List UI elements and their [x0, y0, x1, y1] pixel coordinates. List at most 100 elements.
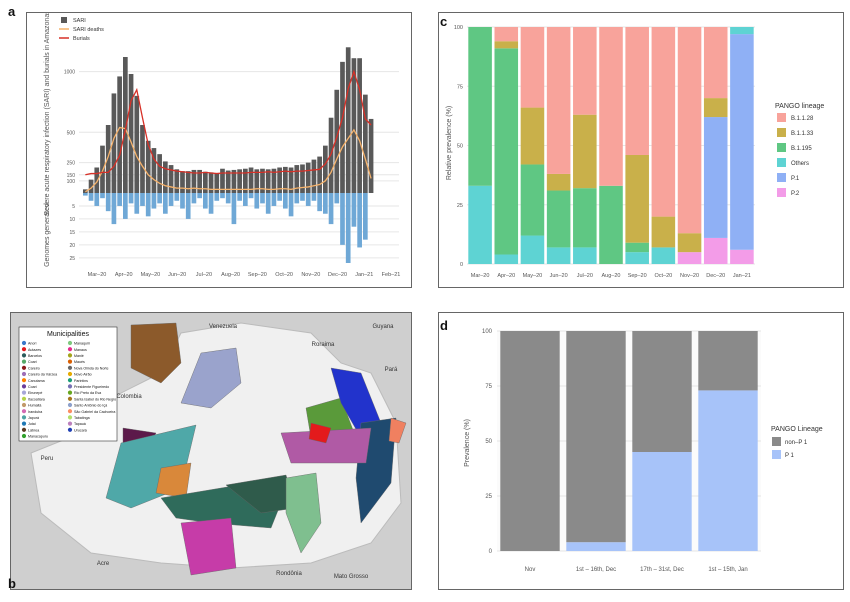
genome-bar — [128, 193, 134, 204]
stack-bar — [520, 107, 545, 165]
sari-bar — [117, 76, 122, 193]
y-tick: 25 — [485, 494, 492, 500]
sari-bar — [317, 156, 322, 193]
legend-label: Coari — [28, 360, 37, 364]
x-tick: Mar–20 — [471, 273, 490, 279]
sari-bar — [140, 125, 145, 193]
y-tick: 25 — [457, 203, 463, 209]
chart-c: 0 25 50 75 100 Mar–20 Apr–20 May–20 Jun–20 Jul–20… — [446, 25, 824, 279]
legend-label: Nova Olinda do Norte — [74, 366, 109, 370]
stack-bar — [494, 27, 519, 42]
y-axis-label: Severe acute respiratory infection (SARI… — [44, 13, 51, 216]
sari-bar — [271, 168, 277, 193]
genome-bar — [294, 193, 300, 204]
genome-bar — [117, 193, 122, 206]
legend-label: Autazes — [28, 348, 41, 352]
legend-dot — [21, 365, 27, 370]
panel-a: 100 150 250 500 1000 5 10 15 20 25 Mar–20 Apr–20 May… — [26, 12, 412, 288]
place-label: Peru — [41, 456, 54, 462]
genome-bar — [265, 193, 271, 214]
non-p1-bar — [566, 331, 626, 543]
y-tick: 50 — [457, 144, 463, 150]
x-tick: May–20 — [141, 272, 161, 278]
sari-bar — [248, 167, 254, 193]
place-label: Mato Grosso — [334, 574, 369, 580]
legend-label: Careiro — [28, 366, 40, 370]
x-tick: Dec–20 — [328, 272, 347, 278]
legend-dot — [67, 402, 73, 408]
y-tick-lower: 15 — [69, 230, 75, 236]
p1-bar — [698, 390, 758, 551]
legend-swatch — [777, 143, 786, 152]
stack-bar — [703, 117, 728, 238]
sari-bar — [208, 172, 214, 193]
stack-bar — [468, 185, 492, 264]
stack-bar — [677, 27, 702, 234]
place-label: Venezuela — [209, 324, 238, 330]
panel-b: Venezuela Guyana Roraima Pará Colombia Peru Ac… — [10, 312, 412, 590]
x-tick: Aug–20 — [221, 272, 240, 278]
legend-label: Lábrea — [28, 428, 39, 432]
legend-label: Novo Airão — [74, 373, 92, 377]
x-tick: 1st – 16th, Dec — [576, 567, 616, 573]
x-tick: Jun–20 — [550, 273, 568, 279]
panel-label-a: a — [8, 4, 16, 19]
legend-label: SARI — [73, 18, 86, 24]
genome-bar — [134, 193, 140, 214]
y-axis-label: Relative prevalence (%) — [446, 106, 453, 180]
legend-dot — [21, 371, 27, 377]
sari-bar — [340, 61, 345, 193]
sari-bar — [197, 169, 202, 193]
legend-dot — [67, 390, 73, 395]
stack-bar — [520, 164, 545, 236]
stack-bar — [546, 27, 571, 174]
place-label: Roraima — [312, 342, 335, 348]
stack-bar — [573, 188, 597, 248]
x-tick: Nov — [525, 567, 536, 573]
legend-label: non–P 1 — [785, 440, 808, 446]
legend-dot — [67, 378, 73, 383]
sari-bar — [351, 58, 357, 193]
x-tick: Oct–20 — [275, 272, 293, 278]
legend-dot — [21, 359, 27, 364]
non-p1-bar — [500, 331, 560, 551]
legend-swatch — [772, 437, 781, 446]
sari-bar — [265, 169, 271, 193]
municipality-region — [130, 322, 182, 384]
genome-bar — [271, 193, 277, 206]
genome-bar — [351, 193, 357, 227]
sari-bar — [203, 171, 208, 193]
x-tick: Jan–21 — [355, 272, 373, 278]
genome-bar — [100, 193, 105, 199]
legend-label: Manié — [74, 354, 84, 358]
legend-label: Others — [791, 161, 809, 167]
genome-bar — [197, 193, 202, 199]
place-label: Pará — [385, 367, 398, 373]
legend-box — [18, 326, 118, 442]
sari-bar — [88, 179, 94, 193]
genome-bar — [140, 193, 145, 206]
stack-bar — [703, 237, 728, 264]
genome-bar — [323, 193, 328, 214]
genome-bar — [305, 193, 311, 206]
genome-bar — [88, 193, 94, 201]
sari-bar — [260, 168, 265, 193]
y-tick: 0 — [489, 549, 493, 555]
genome-bar — [283, 193, 288, 209]
genome-bar — [225, 193, 231, 204]
sari-bar — [191, 169, 197, 193]
sari-bar — [243, 168, 248, 193]
legend-swatch — [777, 128, 786, 137]
genome-bar — [357, 193, 362, 248]
burials-line — [85, 69, 372, 176]
genome-bar — [208, 193, 214, 214]
place-label: Rondônia — [276, 571, 302, 577]
legend-dot — [21, 347, 27, 352]
genome-bar — [260, 193, 265, 204]
legend-dot — [21, 396, 27, 401]
stack-bar — [625, 27, 649, 155]
x-tick: 17th – 31st, Dec — [640, 567, 684, 573]
x-tick: Apr–20 — [497, 273, 515, 279]
legend-label: Tabatinga — [74, 416, 90, 420]
y-axis-label-lower: Genomes generated — [44, 203, 51, 267]
